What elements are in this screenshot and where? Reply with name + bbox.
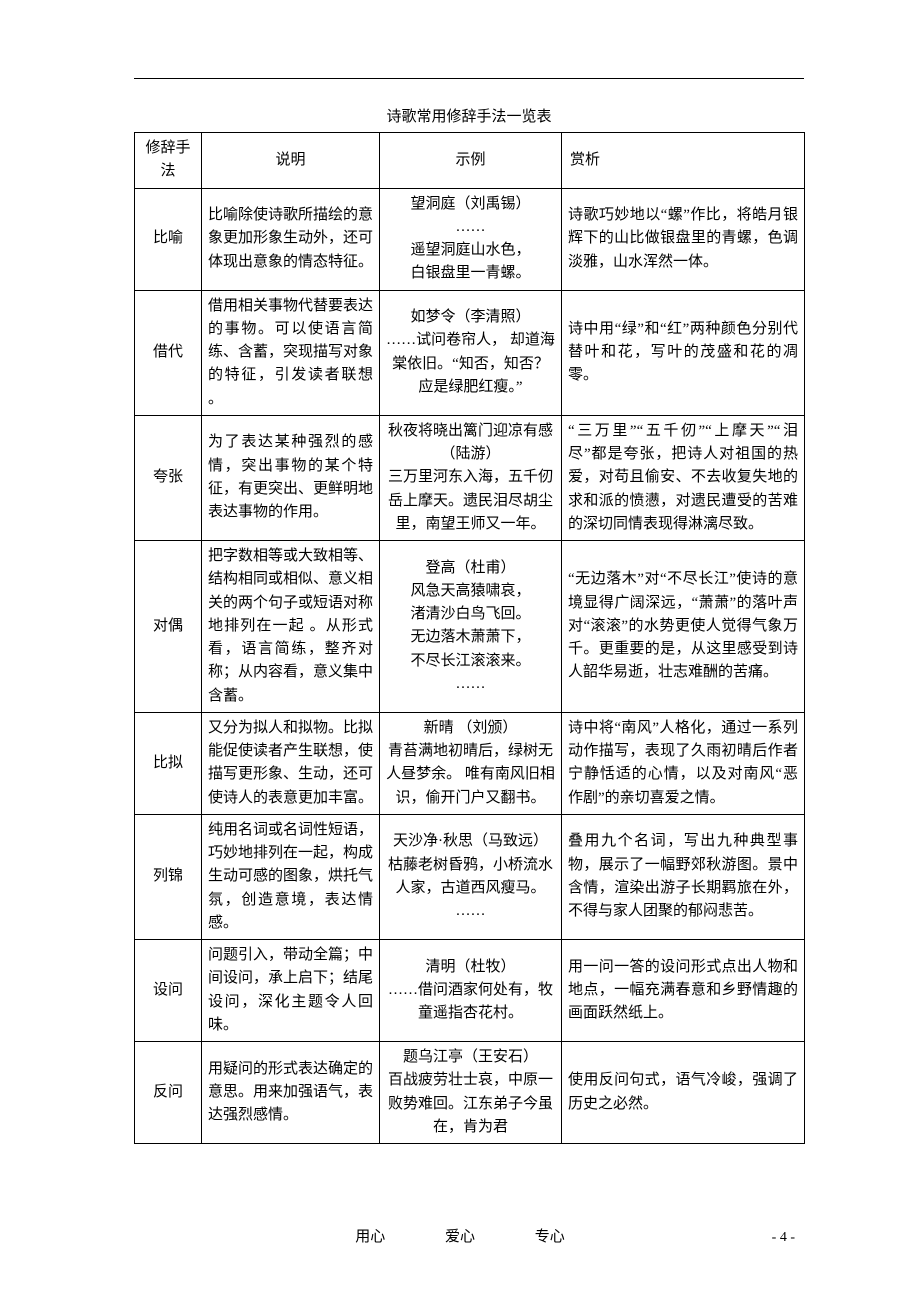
document-title: 诗歌常用修辞手法一览表 [134, 105, 804, 126]
method-name: 对偶 [135, 541, 202, 713]
table-row: 夸张 为了表达某种强烈的感情，突出事物的某个特征，有更突出、更鲜明地表达事物的作… [135, 415, 805, 540]
footer-word-1: 用心 [355, 1225, 385, 1246]
method-desc: 为了表达某种强烈的感情，突出事物的某个特征，有更突出、更鲜明地表达事物的作用。 [202, 415, 380, 540]
method-desc: 用疑问的形式表达确定的意思。用来加强语气，表达强烈感情。 [202, 1042, 380, 1144]
method-desc: 把字数相等或大致相等、结构相同或相似、意义相关的两个句子或短语对称地排列在一起 … [202, 541, 380, 713]
table-row: 反问 用疑问的形式表达确定的意思。用来加强语气，表达强烈感情。 题乌江亭（王安石… [135, 1042, 805, 1144]
method-analysis: 诗歌巧妙地以“螺”作比，将皓月银辉下的山比做银盘里的青螺，色调淡雅，山水浑然一体… [562, 188, 805, 290]
top-divider [134, 78, 804, 79]
footer-word-3: 专心 [535, 1225, 565, 1246]
method-analysis: 使用反问句式，语气冷峻，强调了历史之必然。 [562, 1042, 805, 1144]
page-number: - 4 - [772, 1230, 795, 1246]
method-desc: 问题引入，带动全篇；中间设问，承上启下；结尾设问，深化主题令人回味。 [202, 940, 380, 1042]
method-example: 清明（杜牧） ……借问酒家何处有，牧童遥指杏花村。 [380, 940, 562, 1042]
method-analysis: “三万里”“五千仞”“上摩天”“泪尽”都是夸张，把诗人对祖国的热爱，对苟且偷安、… [562, 415, 805, 540]
method-name: 比喻 [135, 188, 202, 290]
method-name: 列锦 [135, 814, 202, 939]
method-analysis: 用一问一答的设问形式点出人物和地点，一幅充满春意和乡野情趣的画面跃然纸上。 [562, 940, 805, 1042]
method-analysis: 诗中用“绿”和“红”两种颜色分别代替叶和花，写叶的茂盛和花的凋零。 [562, 290, 805, 415]
footer-word-2: 爱心 [445, 1225, 475, 1246]
table-row: 设问 问题引入，带动全篇；中间设问，承上启下；结尾设问，深化主题令人回味。 清明… [135, 940, 805, 1042]
header-method: 修辞手法 [135, 133, 202, 189]
header-analysis: 赏析 [562, 133, 805, 189]
method-desc: 借用相关事物代替要表达的事物。可以使语言简练、含蓄，突现描写对象的特征，引发读者… [202, 290, 380, 415]
method-name: 夸张 [135, 415, 202, 540]
table-row: 比拟 又分为拟人和拟物。比拟能促使读者产生联想，使描写更形象、生动，还可使诗人的… [135, 712, 805, 814]
table-row: 比喻 比喻除使诗歌所描绘的意象更加形象生动外，还可体现出意象的情态特征。 望洞庭… [135, 188, 805, 290]
method-desc: 比喻除使诗歌所描绘的意象更加形象生动外，还可体现出意象的情态特征。 [202, 188, 380, 290]
method-desc: 纯用名词或名词性短语，巧妙地排列在一起，构成生动可感的图象，烘托气氛，创造意境，… [202, 814, 380, 939]
method-example: 秋夜将晓出篱门迎凉有感（陆游） 三万里河东入海，五千仞岳上摩天。遗民泪尽胡尘里，… [380, 415, 562, 540]
table-header-row: 修辞手法 说明 示例 赏析 [135, 133, 805, 189]
method-example: 登高（杜甫） 风急天高猿啸哀， 渚清沙白鸟飞回。 无边落木萧萧下， 不尽长江滚滚… [380, 541, 562, 713]
rhetoric-table: 修辞手法 说明 示例 赏析 比喻 比喻除使诗歌所描绘的意象更加形象生动外，还可体… [134, 132, 805, 1144]
method-example: 如梦令（李清照） ……试问卷帘人， 却道海棠依旧。“知否，知否？应是绿肥红瘦。” [380, 290, 562, 415]
method-name: 借代 [135, 290, 202, 415]
method-name: 反问 [135, 1042, 202, 1144]
method-analysis: 诗中将“南风”人格化，通过一系列动作描写，表现了久雨初晴后作者宁静恬适的心情，以… [562, 712, 805, 814]
method-example: 题乌江亭（王安石） 百战疲劳壮士哀，中原一败势难回。江东弟子今虽在，肯为君 [380, 1042, 562, 1144]
table-row: 借代 借用相关事物代替要表达的事物。可以使语言简练、含蓄，突现描写对象的特征，引… [135, 290, 805, 415]
method-example: 天沙净·秋思（马致远） 枯藤老树昏鸦，小桥流水人家，古道西风瘦马。 …… [380, 814, 562, 939]
method-example: 望洞庭（刘禹锡） …… 遥望洞庭山水色， 白银盘里一青螺。 [380, 188, 562, 290]
header-desc: 说明 [202, 133, 380, 189]
method-analysis: 叠用九个名词，写出九种典型事物，展示了一幅野郊秋游图。景中含情，渲染出游子长期羁… [562, 814, 805, 939]
method-name: 设问 [135, 940, 202, 1042]
table-row: 对偶 把字数相等或大致相等、结构相同或相似、意义相关的两个句子或短语对称地排列在… [135, 541, 805, 713]
method-name: 比拟 [135, 712, 202, 814]
table-row: 列锦 纯用名词或名词性短语，巧妙地排列在一起，构成生动可感的图象，烘托气氛，创造… [135, 814, 805, 939]
method-desc: 又分为拟人和拟物。比拟能促使读者产生联想，使描写更形象、生动，还可使诗人的表意更… [202, 712, 380, 814]
header-example: 示例 [380, 133, 562, 189]
method-analysis: “无边落木”对“不尽长江”使诗的意境显得广阔深远，“萧萧”的落叶声对“滚滚”的水… [562, 541, 805, 713]
method-example: 新晴 （刘颁） 青苔满地初晴后，绿树无人昼梦余。 唯有南风旧相识，偷开门户又翻书… [380, 712, 562, 814]
